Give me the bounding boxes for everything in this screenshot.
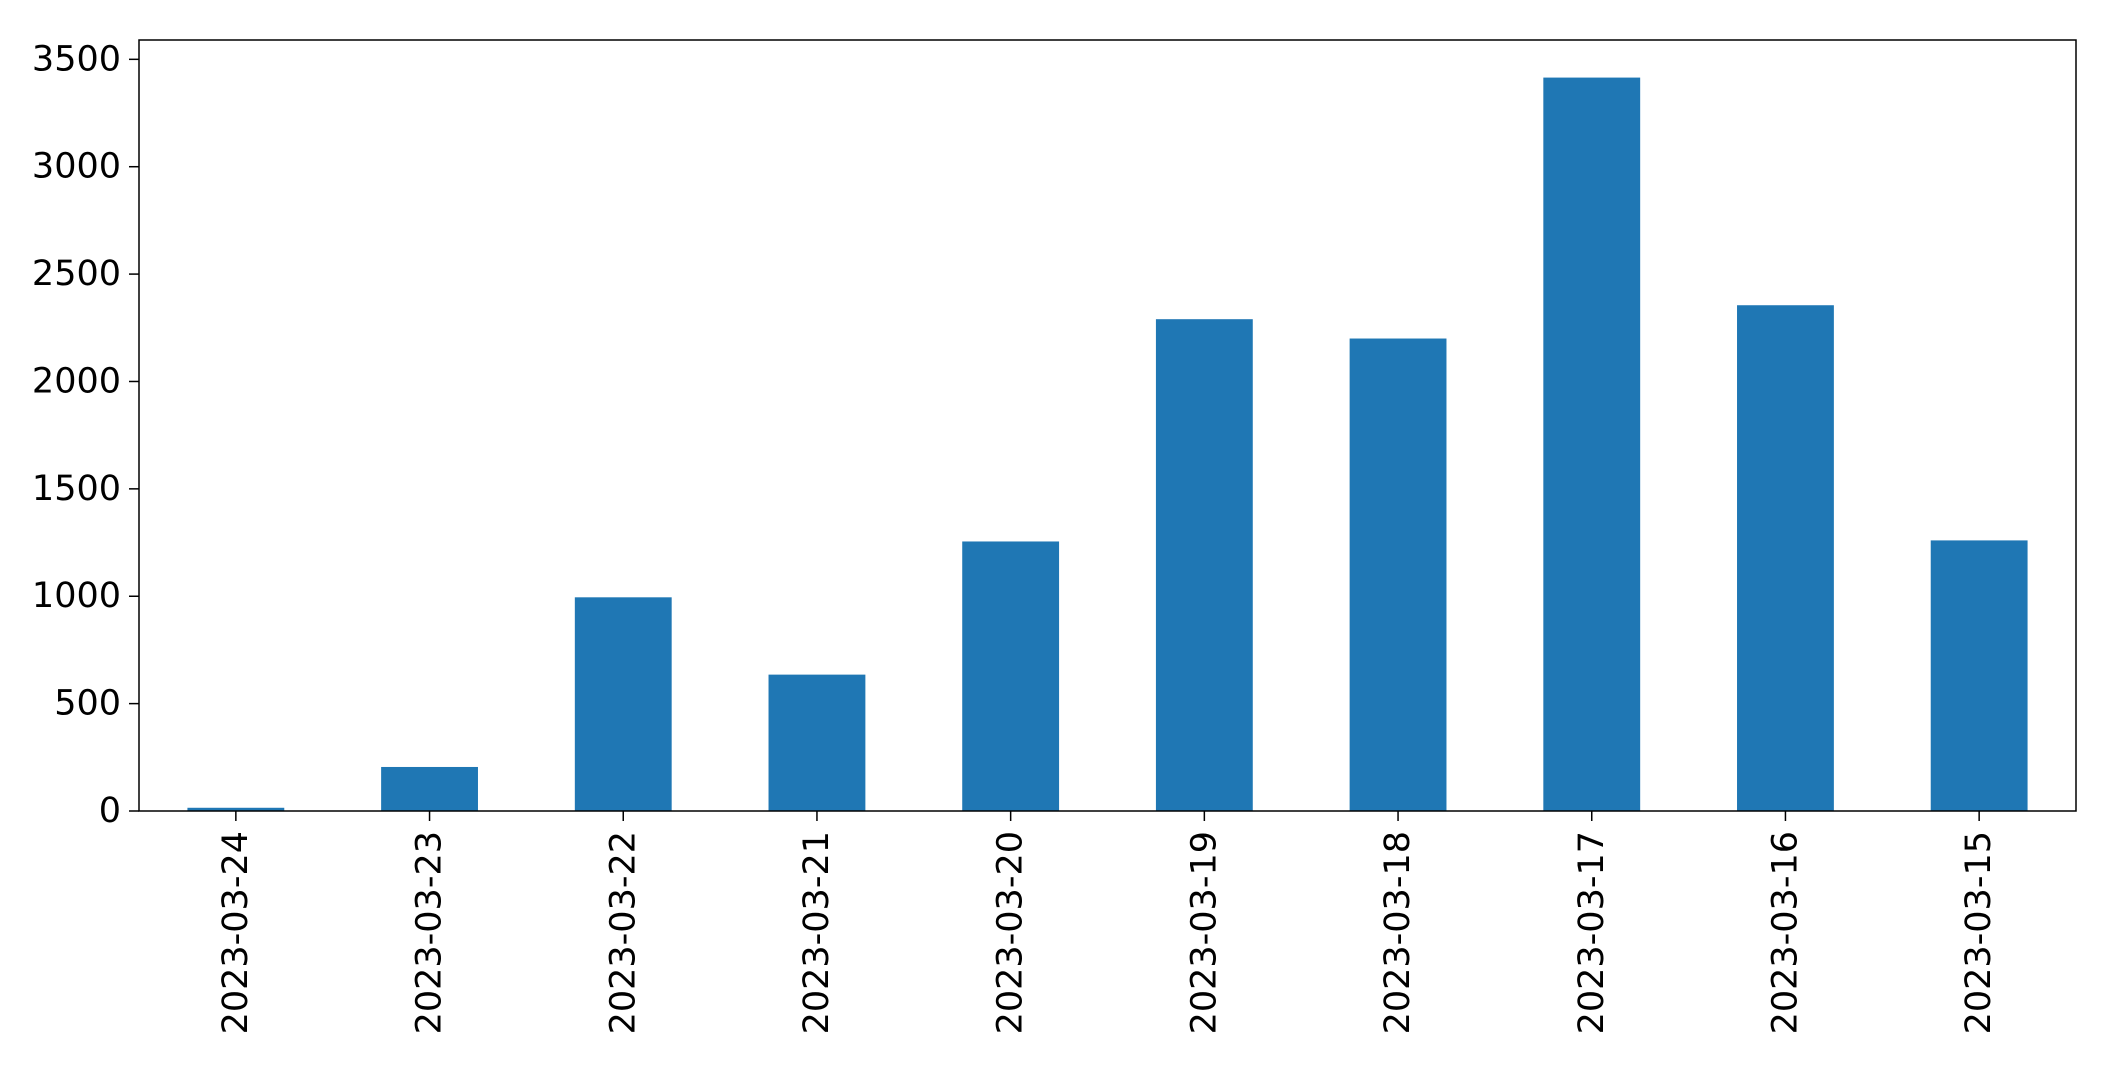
bar-2023-03-24 <box>187 807 285 811</box>
y-tick-label: 1500 <box>32 469 121 509</box>
y-tick-label: 2000 <box>32 361 121 401</box>
plot-frame <box>138 39 2077 812</box>
bar-2023-03-23 <box>381 766 478 811</box>
bar-2023-03-21 <box>768 674 866 811</box>
x-tick-label: 2023-03-17 <box>1572 831 1612 1034</box>
bar-2023-03-18 <box>1349 338 1447 811</box>
x-tick-label: 2023-03-22 <box>603 831 643 1034</box>
x-axis: 2023-03-24 2023-03-23 2023-03-22 2023-03-21… <box>216 811 1999 1034</box>
bar-2023-03-17 <box>1543 77 1641 812</box>
y-tick-label: 1000 <box>32 576 121 616</box>
bar-2023-03-15 <box>1930 540 2028 811</box>
x-tick-label: 2023-03-21 <box>797 831 837 1034</box>
y-tick-label: 2500 <box>32 254 121 294</box>
x-tick-label: 2023-03-18 <box>1378 831 1418 1034</box>
x-tick-label: 2023-03-19 <box>1184 831 1224 1034</box>
bar-2023-03-19 <box>1155 319 1253 811</box>
bar-2023-03-20 <box>962 541 1060 811</box>
y-tick-label: 500 <box>54 684 121 724</box>
x-tick-label: 2023-03-23 <box>410 831 450 1034</box>
y-tick-label: 0 <box>99 791 121 831</box>
x-tick-label: 2023-03-16 <box>1765 831 1805 1034</box>
x-tick-label: 2023-03-20 <box>991 831 1031 1034</box>
x-tick-label: 2023-03-15 <box>1959 831 1999 1034</box>
bar-2023-03-16 <box>1737 305 1834 811</box>
y-tick-label: 3500 <box>32 39 121 79</box>
bar-2023-03-22 <box>574 597 672 811</box>
bars-group <box>187 77 2028 812</box>
y-tick-label: 3000 <box>32 147 121 187</box>
x-tick-label: 2023-03-24 <box>216 831 256 1034</box>
y-axis: 0 500 1000 1500 2000 2500 3000 3500 <box>32 39 139 831</box>
